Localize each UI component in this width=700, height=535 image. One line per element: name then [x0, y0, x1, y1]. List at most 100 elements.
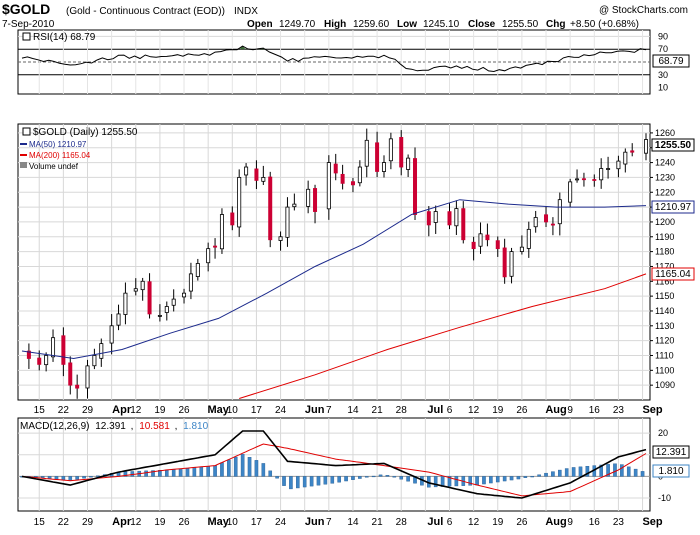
candle-body: [237, 177, 242, 228]
macd-hist-bar: [626, 466, 631, 477]
candle-body: [544, 214, 549, 223]
candle-body: [519, 246, 524, 252]
candle-body: [195, 263, 200, 277]
candle: [244, 163, 249, 186]
candle: [261, 165, 266, 185]
candle: [147, 273, 152, 319]
macd-hist-bar: [475, 476, 479, 486]
candle: [495, 236, 500, 257]
low-label: Low: [397, 19, 417, 30]
price-axis: 1260125012401230122012101200119011801170…: [650, 128, 675, 390]
candle-body: [68, 362, 73, 386]
candle: [340, 164, 345, 190]
macd-line: [21, 430, 647, 499]
high-value: 1259.60: [353, 19, 390, 30]
macd-hist-bar: [82, 476, 86, 479]
macd-hist-bar: [192, 467, 197, 477]
candle-body: [44, 355, 49, 366]
candle-body: [413, 158, 418, 215]
x-axis-label: Sep: [642, 516, 662, 528]
candle-body: [147, 281, 152, 315]
rsi-value-tag: [652, 54, 690, 68]
macd-hist-bar: [633, 468, 638, 477]
candle-body: [268, 176, 273, 241]
candle: [599, 158, 604, 189]
macd-hist-bar: [309, 476, 314, 487]
x-axis-label: 26: [516, 405, 528, 416]
ma50-line: [21, 199, 647, 360]
rsi-legend-label: RSI(14) 68.79: [33, 32, 96, 43]
macd-hist-bar: [385, 475, 390, 477]
macd-hist-bar: [613, 463, 617, 477]
x-axis-label: 26: [178, 405, 190, 416]
candle-body: [485, 234, 490, 241]
x-axis-label: May: [207, 516, 229, 528]
candle-body: [575, 178, 580, 181]
candle-body: [306, 188, 311, 207]
macd-hist-bar: [296, 476, 300, 489]
candle-body: [219, 214, 224, 250]
x-axis-label: Jul: [427, 404, 443, 416]
ma200-legend-label: MA(200) 1165.04: [29, 151, 91, 160]
candle: [606, 156, 611, 179]
macd-hist-bar: [213, 465, 217, 477]
macd-hist-bar: [151, 470, 155, 477]
x-axis-label: 22: [58, 517, 70, 528]
candle-body: [171, 298, 176, 306]
candle: [461, 201, 466, 244]
macd-hist-bar: [523, 476, 528, 478]
macd-hist-bar: [247, 457, 252, 477]
candle: [61, 327, 66, 377]
candle-body: [92, 355, 97, 367]
candle: [333, 153, 338, 181]
candle: [68, 356, 73, 395]
x-axis-label: Jun: [305, 404, 325, 416]
candle-body: [26, 350, 31, 359]
x-axis-label: 26: [516, 517, 528, 528]
macd-hist-bar: [96, 475, 100, 477]
candle: [206, 242, 211, 272]
candle-body: [123, 292, 128, 315]
candle: [533, 210, 538, 233]
ma50-legend-label: MA(50) 1210.97: [29, 140, 87, 149]
macd-hist-bar: [551, 471, 555, 477]
x-axis-label: 19: [492, 405, 504, 416]
x-axis-label: Sep: [642, 404, 662, 416]
candle: [26, 343, 31, 369]
x-axis-label: 26: [178, 517, 190, 528]
candle: [92, 348, 97, 370]
macd-legend-prefix: MACD(12,26,9): [20, 421, 89, 432]
macd-signal-line: [21, 443, 647, 497]
candle: [623, 148, 628, 173]
candle-body: [261, 177, 266, 182]
candle-body: [557, 199, 562, 225]
candle-body: [213, 245, 218, 248]
rsi-axis-label: 90: [658, 31, 668, 41]
rsi-legend-swatch: [22, 32, 31, 41]
price-legend: $GOLD (Daily) 1255.50 MA(50) 1210.97 MA(…: [20, 127, 138, 171]
candle-body: [454, 208, 459, 227]
ma200-tag-text: 1165.04: [655, 269, 691, 280]
chart-date: 7-Sep-2010: [2, 19, 55, 30]
macd-hist-bar: [68, 476, 73, 481]
price-axis-label: 1110: [655, 350, 674, 360]
macd-hist-bar: [537, 474, 541, 477]
macd-hist-bar: [164, 469, 169, 477]
open-label: Open: [247, 19, 273, 30]
candle-body: [526, 228, 531, 249]
x-axis-label: Aug: [545, 516, 566, 528]
macd-panel: 20100-10 MACD(12,26,9) 12.391 , 10.581 ,…: [2, 417, 690, 512]
candle-body: [109, 325, 114, 344]
x-axis-label: 10: [227, 517, 239, 528]
x-axis-label: 15: [34, 517, 46, 528]
price-axis-label: 1260: [655, 128, 675, 138]
candle: [237, 169, 242, 237]
macd-hist-bar: [640, 471, 645, 477]
candle-body: [206, 248, 211, 264]
candle: [171, 289, 176, 312]
candle: [406, 154, 411, 178]
macd-hist-bar: [289, 476, 293, 490]
x-axis-label: Apr: [112, 516, 132, 528]
candle-body: [182, 292, 187, 298]
ma50-tag-text: 1210.97: [655, 202, 692, 213]
